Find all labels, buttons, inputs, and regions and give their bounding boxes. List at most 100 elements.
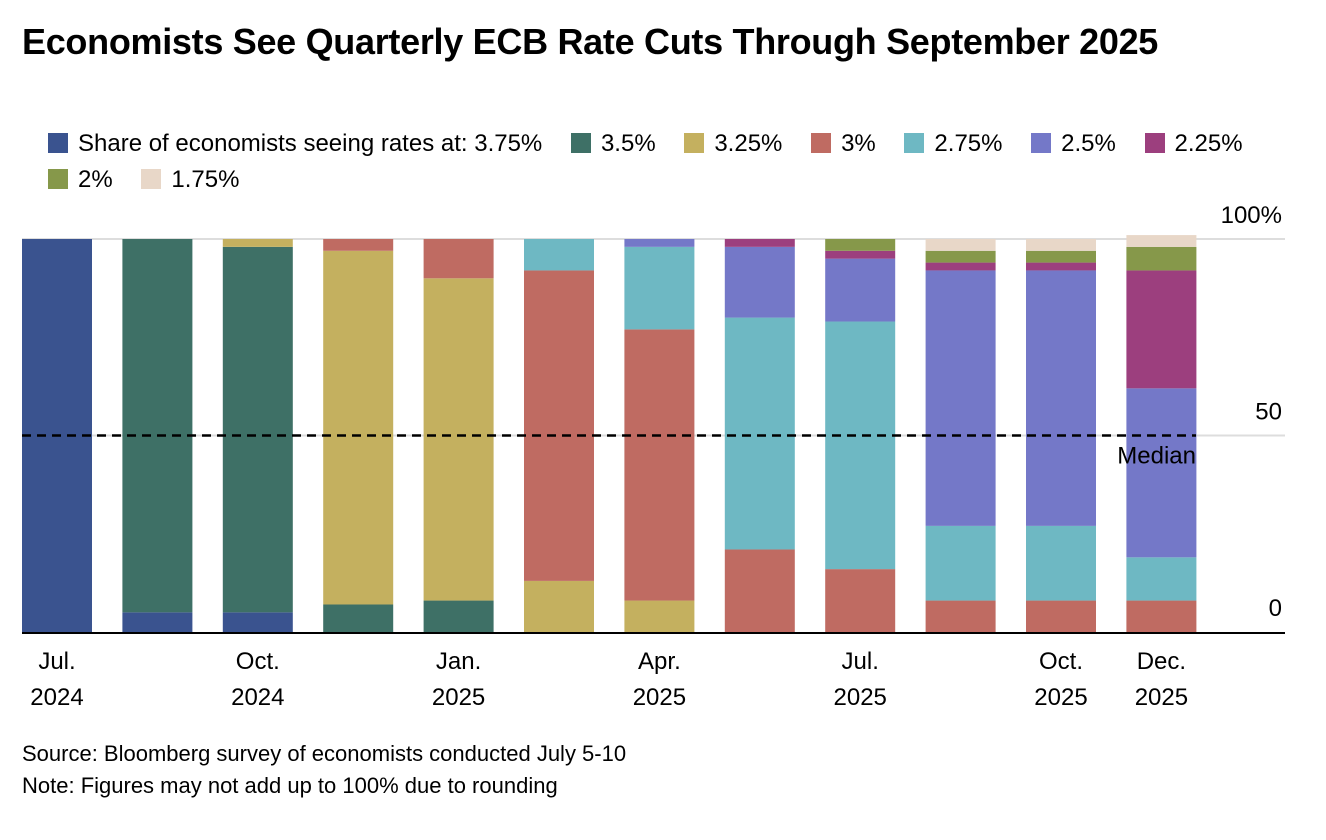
bar-segment bbox=[1126, 235, 1197, 247]
bar-segment bbox=[524, 270, 594, 581]
bar-segment bbox=[524, 239, 594, 271]
x-tick-label: 2025 bbox=[633, 684, 686, 711]
bars bbox=[22, 235, 1197, 632]
bar-segment bbox=[724, 549, 795, 632]
x-tick-label: Jan. bbox=[436, 648, 481, 675]
bar-segment bbox=[624, 600, 695, 632]
x-tick-label: Oct. bbox=[1039, 648, 1083, 675]
bar-segment bbox=[323, 239, 394, 251]
rounding-note: Note: Figures may not add up to 100% due… bbox=[22, 773, 558, 798]
y-tick-label: 50 bbox=[1255, 399, 1282, 426]
legend-swatch bbox=[904, 133, 925, 153]
x-tick-label: Oct. bbox=[236, 648, 280, 675]
legend-item-2-25: 2.25% bbox=[1144, 126, 1243, 162]
bar-segment bbox=[1026, 239, 1096, 251]
legend-label: 3.5% bbox=[600, 130, 656, 157]
legend-label: 2.5% bbox=[1061, 130, 1116, 157]
bar-segment bbox=[925, 250, 996, 263]
x-tick-label: 2025 bbox=[1135, 684, 1188, 711]
bar-segment bbox=[122, 612, 193, 632]
bar-segment bbox=[1026, 250, 1096, 263]
legend-label: 1.75% bbox=[171, 166, 240, 193]
legend-label: 3.25% bbox=[714, 130, 783, 157]
bar-segment bbox=[825, 250, 896, 259]
bar-segment bbox=[1126, 246, 1197, 271]
x-tick-label: 2025 bbox=[432, 684, 485, 711]
bar-segment bbox=[624, 329, 695, 601]
bar-segment bbox=[624, 239, 695, 247]
bar-segment bbox=[323, 604, 394, 632]
legend-swatch bbox=[48, 169, 68, 189]
bar-segment bbox=[1126, 270, 1197, 389]
bar-segment bbox=[1126, 600, 1197, 632]
x-tick-label: 2025 bbox=[1034, 684, 1087, 711]
bar-segment bbox=[825, 569, 896, 632]
y-tick-label: 0 bbox=[1269, 595, 1282, 622]
x-tick-label: Dec. bbox=[1137, 648, 1186, 675]
legend-item-3-75: Share of economists seeing rates at: 3.7… bbox=[48, 126, 542, 162]
legend-item-2-5: 2.5% bbox=[1031, 126, 1116, 162]
y-axis-ticks: 0 50 100% bbox=[1221, 202, 1282, 622]
legend-prefix: Share of economists seeing rates at: bbox=[78, 130, 468, 157]
x-axis-ticks: Jul. 2024 Oct. 2024 Jan. 2025 Apr. 2025 Jul. 2025… bbox=[30, 648, 1188, 711]
x-tick-label: 2024 bbox=[231, 684, 284, 711]
bar-segment bbox=[122, 239, 193, 613]
bar-segment bbox=[524, 580, 594, 632]
bar-segment bbox=[825, 239, 896, 251]
bar-segment bbox=[1126, 388, 1197, 558]
legend-swatch bbox=[1144, 133, 1165, 153]
bar-segment bbox=[825, 258, 896, 322]
legend-item-3: 3% bbox=[811, 126, 876, 162]
source-note: Source: Bloomberg survey of economists c… bbox=[22, 741, 627, 766]
legend-item-2: 2% bbox=[48, 162, 113, 198]
bar-segment bbox=[925, 262, 996, 271]
bar-segment bbox=[1026, 270, 1096, 526]
bar-segment bbox=[222, 612, 293, 632]
x-tick-label: Apr. bbox=[638, 648, 681, 675]
chart-title: Economists See Quarterly ECB Rate Cuts T… bbox=[22, 21, 1159, 62]
bar-segment bbox=[925, 239, 996, 251]
bar-segment bbox=[724, 239, 795, 247]
legend-item-2-75: 2.75% bbox=[904, 126, 1002, 162]
legend-item-3-25: 3.25% bbox=[684, 126, 782, 162]
bar-segment bbox=[825, 321, 896, 570]
legend-label: 2% bbox=[78, 166, 113, 193]
bar-segment bbox=[222, 239, 293, 247]
bar-segment bbox=[1026, 262, 1096, 271]
legend-swatch bbox=[141, 169, 162, 189]
legend-swatch bbox=[1031, 133, 1052, 153]
bar-segment bbox=[423, 239, 494, 279]
bar-segment bbox=[925, 600, 996, 632]
bar-segment bbox=[423, 278, 494, 601]
x-tick-label: 2024 bbox=[30, 684, 83, 711]
legend-label: 3.75% bbox=[474, 130, 543, 157]
overlay: Median bbox=[22, 434, 1285, 634]
bar-segment bbox=[925, 525, 996, 601]
bar-segment bbox=[1026, 600, 1096, 632]
legend-label: 2.75% bbox=[934, 130, 1003, 157]
x-tick-label: Jul. bbox=[38, 648, 75, 675]
legend-swatch bbox=[811, 133, 832, 153]
bar-segment bbox=[925, 270, 996, 526]
bar-segment bbox=[323, 250, 394, 605]
bar-segment bbox=[423, 600, 494, 632]
x-tick-label: Jul. bbox=[842, 648, 879, 675]
footer: Source: Bloomberg survey of economists c… bbox=[22, 738, 626, 802]
bar-segment bbox=[222, 246, 293, 613]
bar-segment bbox=[724, 317, 795, 550]
bar-segment bbox=[624, 246, 695, 330]
legend-item-1-75: 1.75% bbox=[141, 162, 239, 198]
legend-swatch bbox=[570, 133, 591, 153]
legend-swatch bbox=[684, 133, 705, 153]
bar-segment bbox=[1126, 557, 1197, 601]
bar-segment bbox=[1026, 525, 1096, 601]
legend-item-3-5: 3.5% bbox=[570, 126, 656, 162]
legend-label: 2.25% bbox=[1174, 130, 1243, 157]
legend-swatch bbox=[48, 133, 68, 153]
median-label: Median bbox=[1117, 443, 1196, 470]
legend-label: 3% bbox=[841, 130, 876, 157]
bar-segment bbox=[724, 246, 795, 318]
legend: Share of economists seeing rates at: 3.7… bbox=[48, 126, 1308, 198]
y-tick-label: 100% bbox=[1221, 202, 1282, 229]
